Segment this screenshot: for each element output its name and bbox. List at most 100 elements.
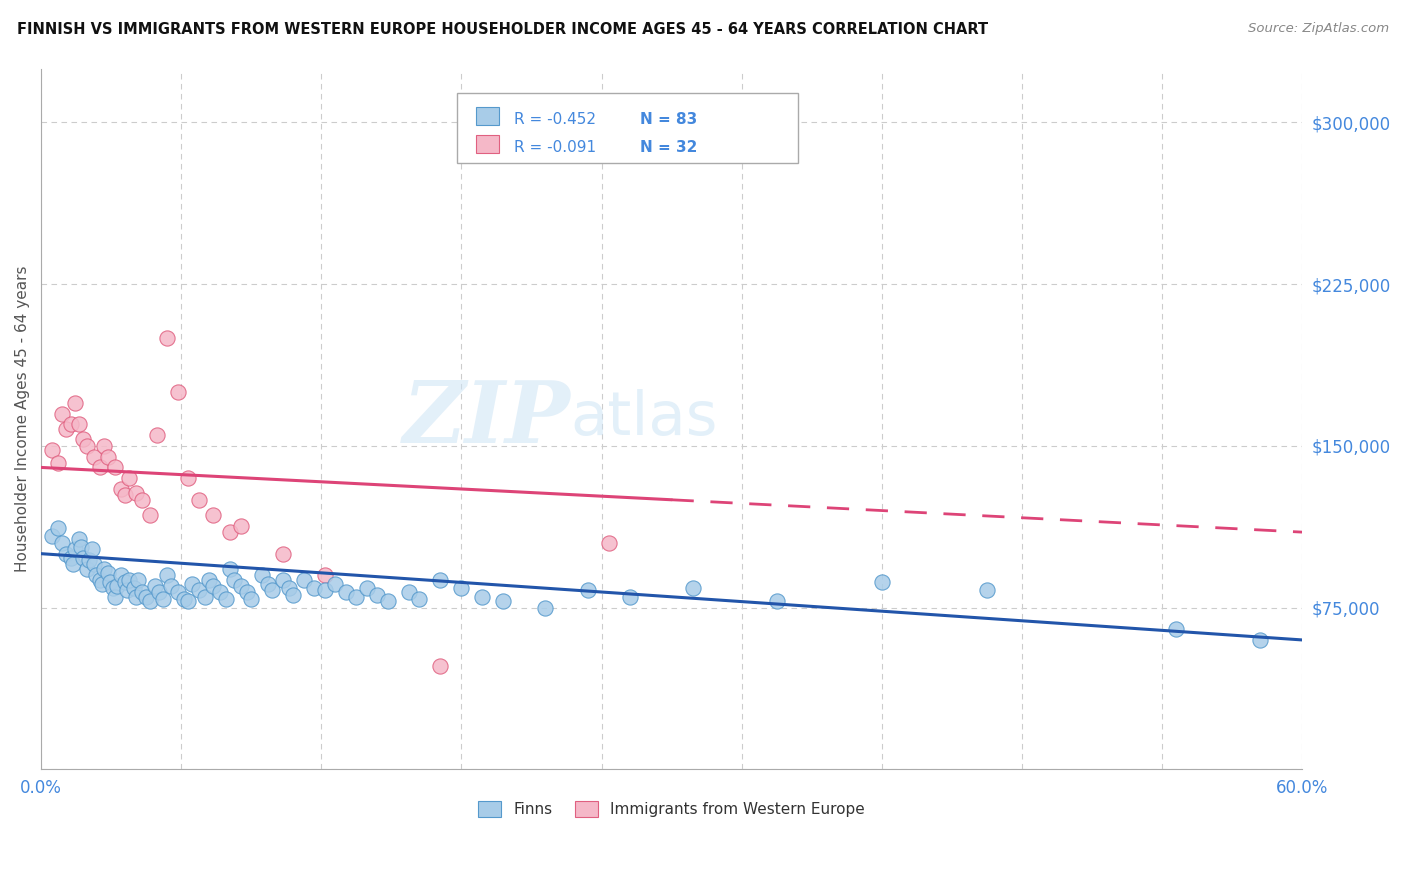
Point (139, 508, 162, 522)
Point (166, 384, 188, 399)
Point (125, 590, 148, 604)
Point (110, 482, 132, 496)
Point (100, 574, 122, 589)
Point (429, 573, 451, 587)
Point (127, 573, 149, 587)
Point (344, 590, 367, 604)
Point (93, 439, 115, 453)
Point (79, 553, 101, 567)
Point (135, 590, 157, 604)
Point (76, 439, 98, 453)
Point (105, 579, 128, 593)
Point (51, 407, 73, 421)
Point (83, 450, 105, 464)
Point (160, 579, 183, 593)
Point (187, 492, 209, 507)
Point (97, 450, 120, 464)
Point (219, 562, 242, 576)
Point (148, 585, 170, 599)
Point (89, 573, 111, 587)
Point (80, 542, 103, 557)
Point (83, 558, 105, 572)
Point (262, 583, 284, 598)
Point (67, 532, 90, 546)
Point (166, 585, 188, 599)
Point (398, 585, 420, 599)
Point (682, 581, 704, 595)
Point (335, 585, 357, 599)
Point (131, 492, 153, 507)
Point (271, 547, 294, 561)
FancyBboxPatch shape (477, 135, 499, 153)
Point (366, 588, 388, 602)
Point (229, 518, 252, 533)
Point (59, 417, 82, 432)
Point (181, 577, 204, 591)
Point (202, 579, 225, 593)
Point (125, 486, 148, 500)
Point (84, 568, 107, 582)
Point (46, 521, 69, 535)
Point (101, 581, 124, 595)
Point (976, 583, 998, 598)
Point (118, 573, 141, 587)
Point (114, 488, 136, 502)
Point (314, 568, 336, 582)
Point (219, 525, 242, 540)
Point (250, 568, 273, 582)
Point (194, 590, 217, 604)
Text: Source: ZipAtlas.com: Source: ZipAtlas.com (1249, 22, 1389, 36)
Point (93, 562, 115, 576)
Y-axis label: Householder Income Ages 45 - 64 years: Householder Income Ages 45 - 64 years (15, 266, 30, 572)
Point (114, 574, 136, 589)
Point (377, 594, 399, 608)
FancyBboxPatch shape (477, 107, 499, 125)
Legend: Finns, Immigrants from Western Europe: Finns, Immigrants from Western Europe (471, 794, 873, 825)
Point (51, 536, 73, 550)
Point (110, 568, 132, 582)
Point (59, 551, 82, 566)
Point (76, 562, 98, 576)
Point (257, 577, 280, 591)
Point (63, 396, 86, 410)
Point (283, 588, 305, 602)
Point (304, 581, 326, 595)
Point (152, 591, 174, 606)
Point (534, 600, 557, 615)
Point (173, 591, 195, 606)
Text: R = -0.091: R = -0.091 (515, 140, 596, 155)
Point (450, 581, 472, 595)
Point (1164, 622, 1187, 636)
Point (187, 583, 209, 598)
Point (314, 583, 336, 598)
Point (356, 581, 378, 595)
Point (215, 591, 238, 606)
Point (208, 585, 231, 599)
Point (46, 456, 69, 470)
Point (70, 540, 93, 554)
Point (139, 594, 162, 608)
Point (104, 460, 127, 475)
Point (576, 583, 599, 598)
Point (72, 551, 94, 566)
Point (177, 594, 200, 608)
Point (177, 471, 200, 485)
Point (870, 574, 893, 589)
Text: atlas: atlas (571, 390, 718, 449)
Point (408, 591, 430, 606)
Point (202, 508, 225, 522)
Text: ZIP: ZIP (404, 377, 571, 460)
Point (55, 547, 77, 561)
Point (429, 658, 451, 673)
Point (117, 583, 139, 598)
Point (198, 573, 221, 587)
Point (240, 591, 263, 606)
Point (471, 590, 494, 604)
Point (271, 573, 294, 587)
Point (278, 581, 301, 595)
Point (118, 471, 141, 485)
Point (89, 460, 111, 475)
Point (229, 579, 252, 593)
Point (292, 573, 315, 587)
Point (143, 579, 166, 593)
